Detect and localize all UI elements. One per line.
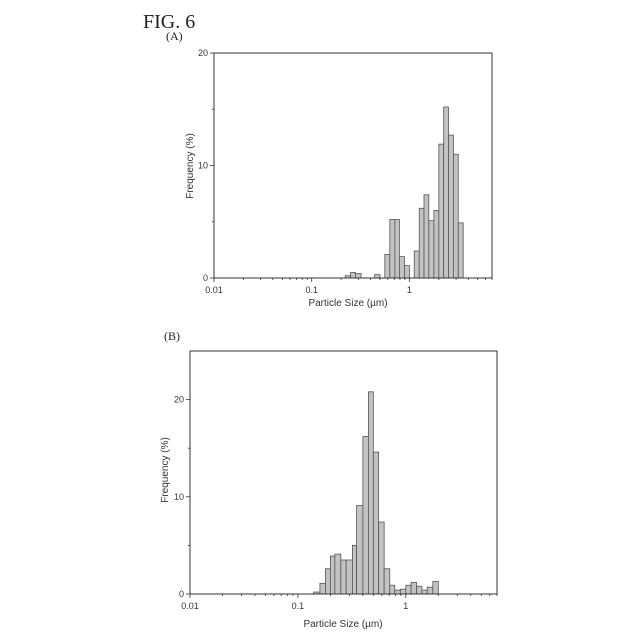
panel-a-bar	[434, 211, 439, 279]
panel-a-y-tick-label: 0	[203, 273, 208, 283]
panel-b-bar	[330, 556, 334, 594]
panel-b-bar	[379, 522, 385, 594]
panel-a-bar	[453, 154, 458, 278]
panel-b-bar	[411, 582, 417, 594]
panel-b-bar	[373, 452, 378, 594]
panel-a-bar	[414, 251, 419, 278]
panel-a: (A) 0.010.1101020 Particle Size (µm) Fre…	[166, 29, 492, 309]
panel-a-y-tick-label: 20	[198, 48, 208, 58]
panel-b-x-tick-label: 0.01	[181, 601, 199, 611]
panel-a-bar	[429, 221, 434, 278]
panel-a-bar	[390, 220, 395, 279]
panel-b-y-tick-label: 10	[174, 492, 184, 502]
panel-a-label: (A)	[166, 29, 183, 43]
panel-b-y-axis-label: Frequency (%)	[160, 437, 171, 503]
panel-b-bar	[384, 569, 390, 594]
panel-a-bar	[424, 195, 429, 278]
panel-b-bar	[357, 506, 363, 594]
panel-a-y-tick-label: 10	[198, 161, 208, 171]
panel-a-bar	[395, 220, 400, 279]
panel-b: (B) 0.010.1101020 Particle Size (µm) Fre…	[160, 329, 497, 630]
panel-b-bar	[406, 585, 411, 594]
panel-b-bar	[346, 560, 352, 594]
panel-b-y-tick-label: 20	[174, 395, 184, 405]
panel-b-bar	[320, 583, 326, 594]
panel-b-bar	[325, 569, 330, 594]
panel-a-plot: 0.010.1101020	[198, 48, 492, 295]
panel-a-x-tick-label: 0.01	[205, 285, 223, 295]
panel-b-bar	[433, 581, 438, 594]
panel-a-bar	[399, 257, 404, 278]
panel-b-x-tick-label: 0.1	[292, 601, 305, 611]
panel-a-bar	[458, 223, 463, 278]
panel-a-y-axis-label: Frequency (%)	[185, 133, 196, 199]
panel-a-bar	[448, 135, 453, 278]
panel-a-x-tick-label: 1	[407, 285, 412, 295]
panel-a-bar	[444, 107, 449, 278]
panel-b-bar	[368, 392, 373, 594]
panel-b-plot: 0.010.1101020	[174, 351, 497, 611]
panel-b-bar	[422, 590, 427, 594]
panel-a-bar	[351, 272, 356, 278]
panel-a-bar	[404, 266, 409, 278]
panel-a-bar	[439, 144, 444, 278]
panel-b-bar	[352, 545, 356, 594]
panel-b-bar	[363, 437, 369, 594]
panel-a-bar	[355, 274, 361, 279]
panel-b-bar	[395, 590, 401, 594]
panel-b-x-axis-label: Particle Size (µm)	[303, 619, 382, 630]
panel-a-bar	[385, 254, 390, 278]
panel-b-bar	[390, 585, 395, 594]
panel-b-label: (B)	[164, 329, 180, 343]
panel-a-x-axis-label: Particle Size (µm)	[308, 298, 387, 309]
panel-b-bar	[335, 554, 341, 594]
panel-b-bar	[417, 586, 422, 594]
panel-a-x-tick-label: 0.1	[305, 285, 318, 295]
panel-b-bar	[427, 587, 433, 594]
panel-b-bar	[400, 589, 405, 594]
panel-a-bar	[419, 208, 424, 278]
panel-b-x-tick-label: 1	[403, 601, 408, 611]
panel-b-y-tick-label: 0	[179, 589, 184, 599]
panel-b-bar	[341, 560, 346, 594]
panel-b-plot-frame	[190, 351, 497, 594]
